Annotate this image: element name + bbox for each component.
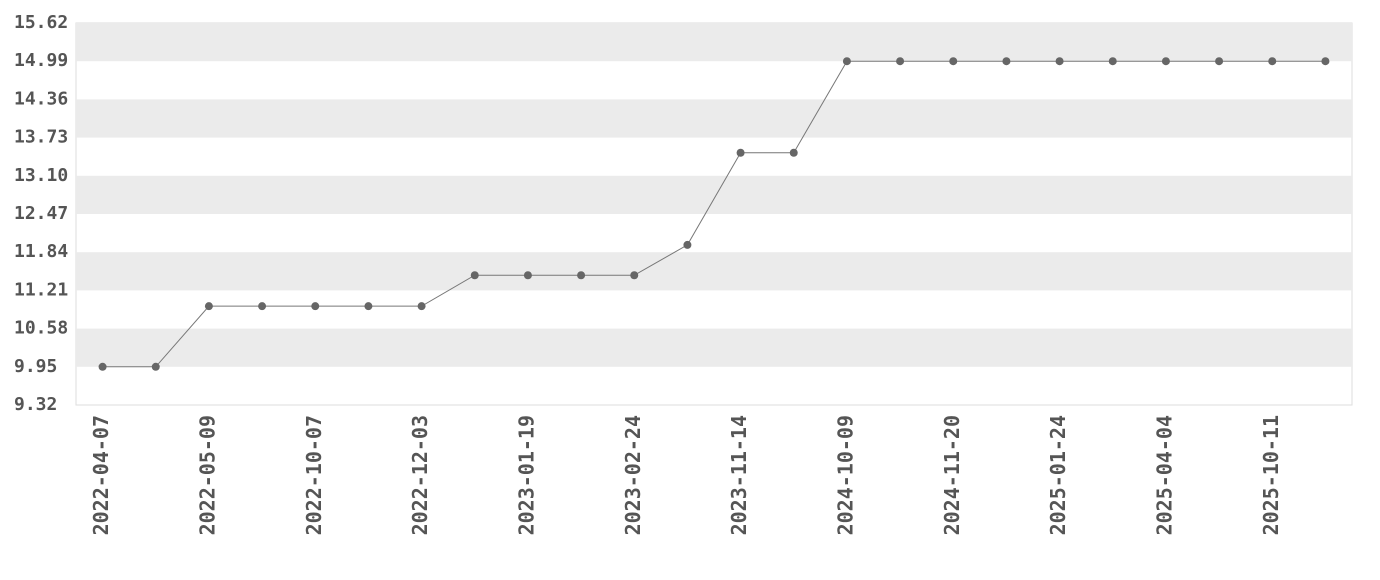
point <box>258 302 267 311</box>
y-tick-label: 11.84 <box>14 241 68 262</box>
point <box>949 57 958 66</box>
y-tick-label: 11.21 <box>14 279 68 300</box>
point <box>204 302 213 311</box>
point <box>470 271 479 280</box>
point <box>311 302 320 311</box>
x-tick-label: 2023-02-24 <box>621 415 645 535</box>
grid-band <box>76 328 1352 367</box>
y-tick-label: 12.47 <box>14 203 68 224</box>
y-tick-label: 9.95 <box>14 356 57 377</box>
point <box>577 271 586 280</box>
x-tick-label: 2022-05-09 <box>195 415 219 535</box>
point <box>1268 57 1277 66</box>
y-tick-label: 13.73 <box>14 127 68 148</box>
x-tick-label: 2022-12-03 <box>408 415 432 535</box>
point <box>1215 57 1224 66</box>
y-tick-label: 15.62 <box>14 12 68 33</box>
x-tick-label: 2025-10-11 <box>1259 415 1283 535</box>
point <box>417 302 426 311</box>
point <box>683 240 692 249</box>
point <box>1055 57 1064 66</box>
point <box>789 148 798 157</box>
grid-band <box>76 23 1352 62</box>
grid-band <box>76 252 1352 291</box>
x-tick-label: 2025-01-24 <box>1046 415 1070 535</box>
point <box>896 57 905 66</box>
y-tick-label: 14.36 <box>14 88 68 109</box>
point <box>1002 57 1011 66</box>
y-tick-label: 14.99 <box>14 50 68 71</box>
point <box>523 271 532 280</box>
x-tick-label: 2025-04-04 <box>1152 415 1176 535</box>
point <box>736 148 745 157</box>
point <box>1108 57 1117 66</box>
x-tick-label: 2024-10-09 <box>833 415 857 535</box>
point <box>364 302 373 311</box>
y-tick-label: 10.58 <box>14 318 68 339</box>
point <box>842 57 851 66</box>
x-tick-label: 2023-11-14 <box>727 415 751 535</box>
x-tick-label: 2023-01-19 <box>514 415 538 535</box>
grid-band <box>76 175 1352 214</box>
point <box>1161 57 1170 66</box>
point <box>630 271 639 280</box>
x-tick-label: 2022-10-07 <box>302 415 326 535</box>
point <box>98 362 107 371</box>
y-tick-label: 13.10 <box>14 165 68 186</box>
point <box>151 362 160 371</box>
grid-band <box>76 99 1352 138</box>
x-tick-label: 2022-04-07 <box>89 415 113 535</box>
y-tick-label: 9.32 <box>14 394 57 415</box>
point <box>1321 57 1330 66</box>
x-tick-label: 2024-11-20 <box>940 415 964 535</box>
line <box>102 60 1326 368</box>
